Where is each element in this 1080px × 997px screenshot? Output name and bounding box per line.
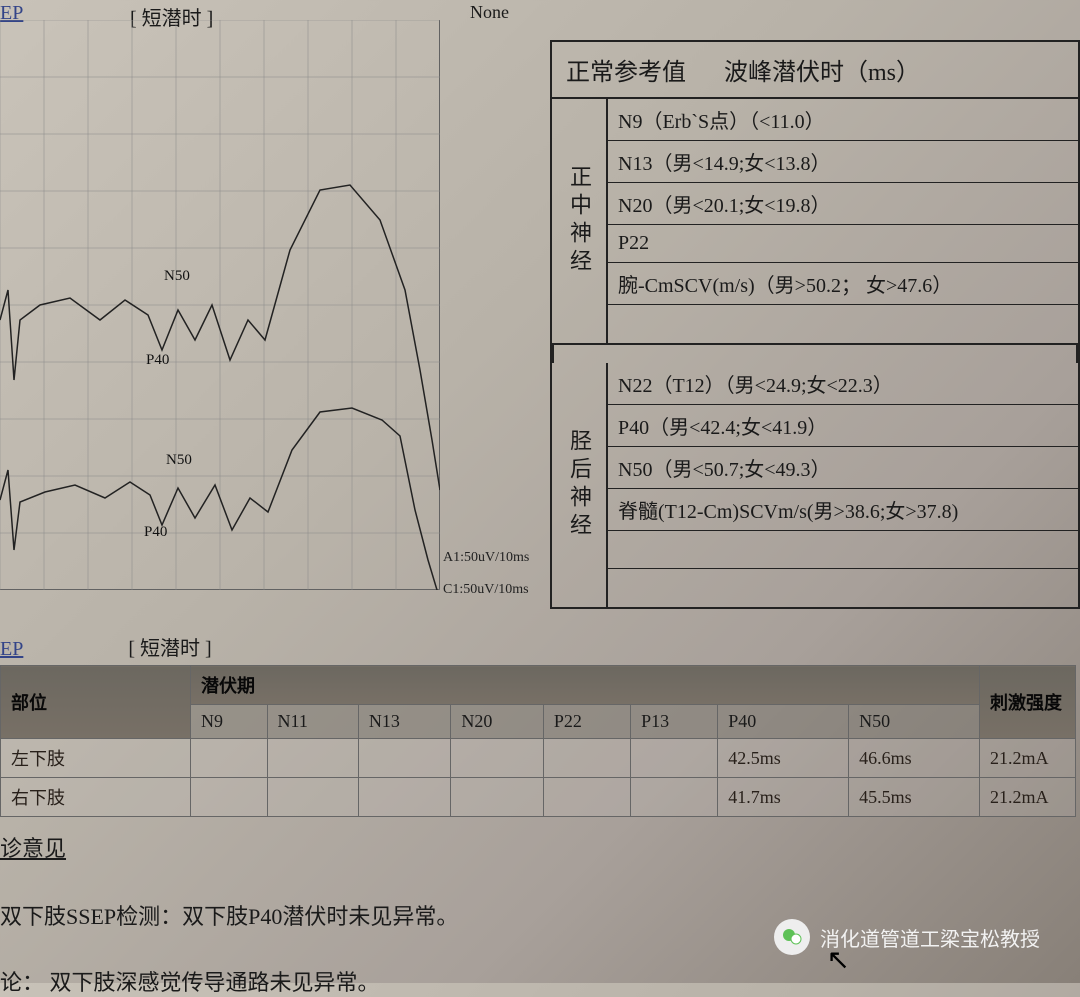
subcol: N9: [191, 705, 268, 739]
cell-value: [451, 739, 544, 778]
ref-row: N20（男<20.1;女<19.8）: [608, 183, 1078, 225]
ref-row: P22: [608, 225, 1078, 263]
ref-body: 正中神经N9（Erb`S点）（<11.0）N13（男<14.9;女<13.8）N…: [550, 97, 1080, 609]
cell-value: [631, 739, 718, 778]
subcol: N50: [849, 705, 980, 739]
cell-site: 左下肢: [1, 739, 191, 778]
table-row: 右下肢 41.7ms45.5ms21.2mA: [1, 778, 1076, 817]
opinion-title: 诊意见: [0, 831, 1080, 863]
subcol: P22: [543, 705, 630, 739]
cell-value: [451, 778, 544, 817]
reference-table: 正常参考值 波峰潜伏时（ms） 正中神经N9（Erb`S点）（<11.0）N13…: [550, 40, 1080, 620]
ref-row: [608, 569, 1078, 607]
waveform-svg: [0, 20, 440, 590]
ref-row: N13（男<14.9;女<13.8）: [608, 141, 1078, 183]
cell-value: [631, 778, 718, 817]
col-site: 部位: [1, 666, 191, 739]
cell-value: [358, 739, 451, 778]
cell-value: [191, 778, 268, 817]
cursor-icon: ↖: [827, 943, 850, 977]
watermark-text: 消化道管道工梁宝松教授: [820, 923, 1040, 952]
ref-title-right: 波峰潜伏时（ms）: [724, 52, 920, 87]
cell-value: [267, 778, 358, 817]
ref-row: P40（男<42.4;女<41.9）: [608, 405, 1078, 447]
ref-title-left: 正常参考值: [566, 52, 686, 87]
top-row: EP [ 短潜时 ] None N50P40N50P40 A1:50uV/10m…: [0, 0, 1080, 620]
cell-value: [267, 739, 358, 778]
subcol: N20: [451, 705, 544, 739]
ref-group: 胫后神经N22（T12）（男<24.9;女<22.3）P40（男<42.4;女<…: [552, 363, 1078, 607]
ref-row: N50（男<50.7;女<49.3）: [608, 447, 1078, 489]
ref-row: N22（T12）（男<24.9;女<22.3）: [608, 363, 1078, 405]
subcol: N13: [358, 705, 451, 739]
scale-a1: A1:50uV/10ms: [443, 550, 533, 565]
latency-table: 部位潜伏期刺激强度 N9N11N13N20P22P13P40N50 左下肢 42.…: [0, 665, 1076, 817]
ref-row: [608, 305, 1078, 343]
col-latency: 潜伏期: [191, 666, 980, 705]
cell-stim: 21.2mA: [980, 778, 1076, 817]
table-row: 左下肢 42.5ms46.6ms21.2mA: [1, 739, 1076, 778]
page-root: EP [ 短潜时 ] None N50P40N50P40 A1:50uV/10m…: [0, 0, 1080, 983]
watermark: 消化道管道工梁宝松教授: [774, 919, 1040, 955]
ep2-row: EP [ 短潜时 ]: [0, 632, 1080, 661]
ref-side-label: 胫后神经: [552, 363, 608, 607]
cell-value: 45.5ms: [849, 778, 980, 817]
cell-value: [191, 739, 268, 778]
col-stim: 刺激强度: [980, 666, 1076, 739]
cell-value: 41.7ms: [718, 778, 849, 817]
bracket-label-2: [ 短潜时 ]: [128, 638, 211, 660]
cell-site: 右下肢: [1, 778, 191, 817]
wave-marker: P40: [144, 524, 167, 541]
subcol: N11: [267, 705, 358, 739]
wave-marker: P40: [146, 352, 169, 369]
wechat-icon: [774, 919, 810, 955]
ref-row: 腕-CmSCV(m/s)（男>50.2； 女>47.6）: [608, 263, 1078, 305]
cell-value: [358, 778, 451, 817]
subcol: P40: [718, 705, 849, 739]
ref-header: 正常参考值 波峰潜伏时（ms）: [550, 40, 1080, 97]
ref-group: 正中神经N9（Erb`S点）（<11.0）N13（男<14.9;女<13.8）N…: [552, 99, 1078, 345]
chart-area: EP [ 短潜时 ] None N50P40N50P40 A1:50uV/10m…: [0, 20, 440, 590]
ref-row: N9（Erb`S点）（<11.0）: [608, 99, 1078, 141]
subcol: P13: [631, 705, 718, 739]
cell-stim: 21.2mA: [980, 739, 1076, 778]
cell-value: 42.5ms: [718, 739, 849, 778]
wave-marker: N50: [164, 268, 190, 285]
cell-value: 46.6ms: [849, 739, 980, 778]
scale-c1: C1:50uV/10ms: [443, 582, 533, 597]
finding-2: 论： 双下肢深感觉传导通路未见异常。: [0, 965, 1080, 997]
ref-side-label: 正中神经: [552, 99, 608, 343]
ep-label-2: EP: [0, 638, 23, 660]
ref-row: 脊髓(T12-Cm)SCVm/s(男>38.6;女>37.8): [608, 489, 1078, 531]
cell-value: [543, 778, 630, 817]
cell-value: [543, 739, 630, 778]
wave-marker: N50: [166, 452, 192, 469]
ref-row: [608, 531, 1078, 569]
none-label: None: [470, 2, 509, 23]
